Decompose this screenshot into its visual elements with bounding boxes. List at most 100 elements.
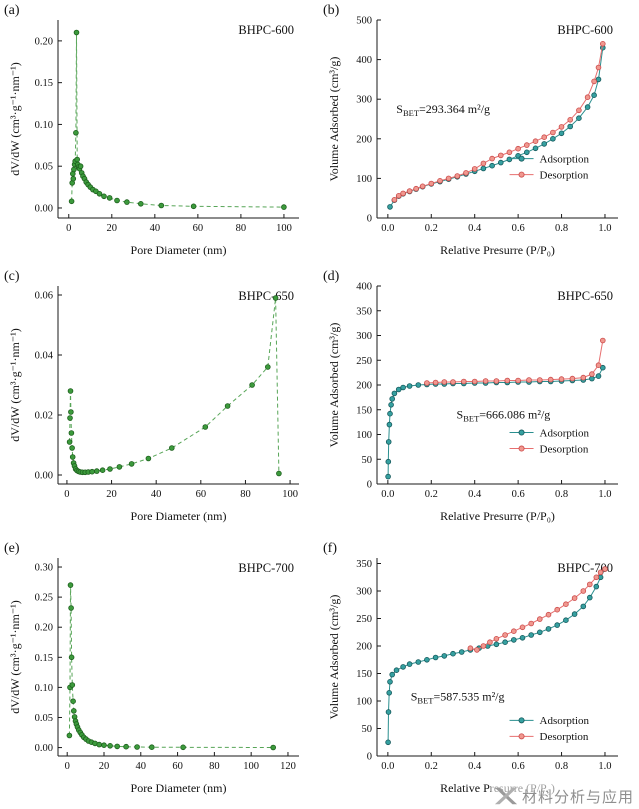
svg-text:Volume Adsorbed (cm³/g): Volume Adsorbed (cm³/g) — [327, 595, 341, 720]
svg-text:300: 300 — [356, 95, 372, 106]
panel-c: (c) 0 20 40 60 80 100 0.00 0.02 0.04 0.06 Pore Dia… — [0, 266, 319, 538]
svg-text:0.06: 0.06 — [35, 291, 53, 302]
svg-text:150: 150 — [356, 669, 372, 680]
svg-text:0: 0 — [367, 752, 372, 763]
svg-text:0: 0 — [64, 489, 69, 500]
chart-bhpc700-isotherm: 0.0 0.2 0.4 0.6 0.8 1.0 0 50 100 150 200 250 300 350 R… — [327, 546, 632, 801]
chart-bhpc600-pore-distribution: 0 20 40 60 80 100 0.00 0.05 0.10 0.15 0.20 Pore Dia… — [8, 8, 313, 263]
panel-e: (e) 0 20 40 60 80 100 120 0.00 0.05 0.10 0.15 0.20 0… — [0, 538, 319, 809]
panel-d: (d) 0.0 0.2 0.4 0.6 0.8 1.0 0 50 100 150 200 250 300… — [319, 266, 638, 538]
svg-text:100: 100 — [356, 697, 372, 708]
svg-text:350: 350 — [356, 306, 372, 317]
svg-text:100: 100 — [243, 761, 259, 772]
panel-b: (b) 0.0 0.2 0.4 0.6 0.8 1.0 0 100 200 300 400 500 Re… — [319, 0, 638, 266]
chart-bhpc650-pore-distribution: 0 20 40 60 80 100 0.00 0.02 0.04 0.06 Pore Diamete… — [8, 274, 313, 529]
svg-text:0.2: 0.2 — [425, 223, 438, 234]
svg-text:0.4: 0.4 — [468, 223, 482, 234]
svg-text:0.6: 0.6 — [512, 761, 525, 772]
svg-text:500: 500 — [356, 16, 372, 27]
svg-text:100: 100 — [282, 489, 298, 500]
svg-text:1.0: 1.0 — [598, 761, 611, 772]
svg-text:BHPC-700: BHPC-700 — [238, 561, 294, 575]
svg-text:200: 200 — [356, 134, 372, 145]
svg-text:80: 80 — [209, 761, 220, 772]
svg-text:200: 200 — [356, 381, 372, 392]
svg-text:0: 0 — [367, 480, 372, 491]
svg-text:1.0: 1.0 — [598, 489, 611, 500]
svg-text:300: 300 — [356, 331, 372, 342]
svg-text:60: 60 — [172, 761, 183, 772]
svg-text:250: 250 — [356, 614, 372, 625]
panel-a: (a) 0 20 40 60 80 100 0.00 0.05 0.10 0.15 0.20 Pore… — [0, 0, 319, 266]
watermark: 材料分析与应用 — [490, 783, 637, 809]
svg-text:200: 200 — [356, 642, 372, 653]
svg-text:1.0: 1.0 — [598, 223, 611, 234]
panel-letter-c: (c) — [4, 269, 20, 284]
svg-text:BHPC-600: BHPC-600 — [238, 23, 294, 37]
svg-text:Adsorption: Adsorption — [540, 427, 590, 439]
svg-text:Relative Presurre (P/P₀): Relative Presurre (P/P₀) — [440, 243, 555, 257]
svg-text:0.15: 0.15 — [35, 78, 53, 89]
svg-text:50: 50 — [362, 455, 373, 466]
svg-text:0.10: 0.10 — [35, 683, 53, 694]
svg-text:40: 40 — [150, 223, 161, 234]
svg-text:0.8: 0.8 — [555, 489, 568, 500]
svg-text:100: 100 — [356, 430, 372, 441]
svg-text:0.4: 0.4 — [468, 489, 482, 500]
svg-text:0: 0 — [65, 761, 70, 772]
svg-text:SBET=666.086 m²/g: SBET=666.086 m²/g — [457, 408, 551, 424]
svg-text:300: 300 — [356, 587, 372, 598]
svg-text:0.0: 0.0 — [381, 489, 394, 500]
panel-letter-d: (d) — [323, 269, 340, 284]
watermark-text: 材料分析与应用 — [521, 788, 634, 806]
svg-text:Desorption: Desorption — [540, 731, 589, 743]
svg-text:0.05: 0.05 — [35, 713, 53, 724]
svg-text:0.0: 0.0 — [381, 223, 394, 234]
svg-text:0: 0 — [367, 214, 372, 225]
svg-text:40: 40 — [151, 489, 162, 500]
svg-text:400: 400 — [356, 282, 372, 293]
svg-text:0: 0 — [66, 223, 71, 234]
panel-letter-a: (a) — [4, 3, 20, 18]
svg-text:0.10: 0.10 — [35, 120, 53, 131]
svg-text:50: 50 — [362, 724, 373, 735]
svg-text:100: 100 — [276, 223, 292, 234]
svg-text:350: 350 — [356, 559, 372, 570]
svg-text:400: 400 — [356, 55, 372, 66]
svg-text:0.0: 0.0 — [381, 761, 394, 772]
svg-text:120: 120 — [280, 761, 296, 772]
chart-bhpc600-isotherm: 0.0 0.2 0.4 0.6 0.8 1.0 0 100 200 300 400 500 Relati… — [327, 8, 632, 263]
svg-text:0.30: 0.30 — [35, 563, 53, 574]
svg-text:BHPC-650: BHPC-650 — [238, 289, 294, 303]
svg-text:0.4: 0.4 — [468, 761, 482, 772]
svg-text:20: 20 — [99, 761, 110, 772]
panel-letter-e: (e) — [4, 541, 20, 556]
chart-bhpc650-isotherm: 0.0 0.2 0.4 0.6 0.8 1.0 0 50 100 150 200 250 300 350 4… — [327, 274, 632, 529]
svg-text:0.15: 0.15 — [35, 653, 53, 664]
svg-text:BHPC-650: BHPC-650 — [557, 289, 613, 303]
svg-text:0.6: 0.6 — [512, 489, 525, 500]
svg-text:dV/dW (cm³·g⁻¹·nm⁻¹): dV/dW (cm³·g⁻¹·nm⁻¹) — [8, 328, 22, 442]
svg-text:0.2: 0.2 — [425, 489, 438, 500]
svg-text:0.00: 0.00 — [35, 743, 53, 754]
svg-text:0.02: 0.02 — [35, 411, 53, 422]
svg-text:0.20: 0.20 — [35, 36, 53, 47]
svg-text:Desorption: Desorption — [540, 443, 589, 455]
svg-text:0.8: 0.8 — [555, 761, 568, 772]
svg-text:250: 250 — [356, 356, 372, 367]
svg-text:80: 80 — [236, 223, 247, 234]
svg-text:60: 60 — [196, 489, 207, 500]
x-ribbon-logo-icon — [494, 787, 518, 805]
svg-text:Pore Diameter (nm): Pore Diameter (nm) — [131, 243, 227, 257]
svg-text:20: 20 — [107, 223, 118, 234]
svg-text:0.25: 0.25 — [35, 593, 53, 604]
svg-text:0.2: 0.2 — [425, 761, 438, 772]
svg-text:80: 80 — [240, 489, 251, 500]
panel-letter-b: (b) — [323, 3, 340, 18]
svg-text:dV/dW (cm³·g⁻¹·nm⁻¹): dV/dW (cm³·g⁻¹·nm⁻¹) — [8, 62, 22, 176]
svg-text:SBET=293.364 m²/g: SBET=293.364 m²/g — [396, 102, 490, 118]
svg-text:Adsorption: Adsorption — [540, 153, 590, 165]
svg-text:60: 60 — [193, 223, 204, 234]
